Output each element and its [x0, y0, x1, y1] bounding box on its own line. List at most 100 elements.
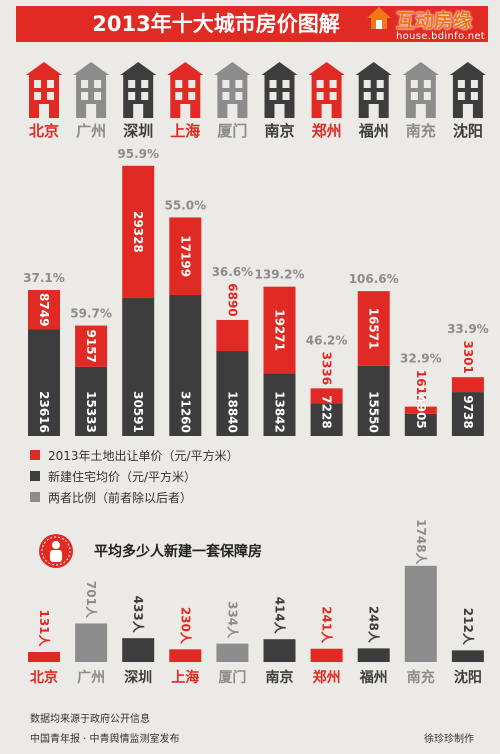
house-window [376, 92, 384, 100]
house-window [94, 80, 102, 88]
house-window [282, 92, 290, 100]
land-price-label: 8749 [37, 293, 51, 326]
stacked-bar-chart: 8749 23616 37.1% 9157 15333 59.7% 29328 30591 95… [23, 147, 489, 436]
bar-house-price [28, 329, 60, 436]
bar-land-price [310, 388, 343, 404]
housing-city-label: 沈阳 [454, 669, 482, 686]
housing-city-label: 福州 [359, 669, 388, 686]
house-door [415, 104, 426, 118]
source-note: 数据均来源于政府公开信息 [30, 712, 150, 725]
city-label: 北京 [29, 122, 59, 140]
bar-house-price [451, 392, 484, 436]
house-window [175, 92, 183, 100]
housing-bar [122, 638, 155, 662]
house-window [141, 92, 149, 100]
land-price-label: 3301 [461, 340, 475, 373]
title-banner [16, 6, 488, 42]
house-window [457, 80, 465, 88]
house-window [316, 80, 324, 88]
legend-label: 新建住宅均价（元/平方米） [48, 469, 196, 484]
legend: 2013年土地出让单价（元/平方米） 新建住宅均价（元/平方米） 两者比例（前者除以… [30, 448, 239, 505]
house-window [81, 80, 89, 88]
house-window [128, 80, 136, 88]
housing-value-label: 1748人 [414, 519, 429, 565]
house-door [462, 104, 473, 118]
house-window [423, 80, 431, 88]
city-label: 上海 [170, 122, 200, 140]
house-roof [308, 62, 345, 75]
bar-land-price [404, 406, 437, 414]
housing-bar [310, 648, 343, 662]
housing-city-label: 厦门 [218, 669, 246, 686]
housing-bar [216, 643, 249, 662]
house-window [423, 92, 431, 100]
housing-bar [169, 649, 202, 662]
logo-house-icon [367, 7, 391, 29]
housing-value-label: 334人 [225, 601, 240, 639]
house-price-label: 15333 [84, 391, 98, 433]
bar-house-price [122, 298, 155, 436]
housing-city-label: 上海 [171, 669, 199, 686]
housing-city-label: 南京 [266, 669, 294, 686]
house-window [316, 92, 324, 100]
house-door [321, 104, 332, 118]
house-door [39, 104, 49, 118]
site-logo[interactable]: 互动房缘 house.bdinfo.net [362, 2, 498, 48]
house-window [410, 80, 418, 88]
house-window [222, 80, 230, 88]
house-window [188, 92, 196, 100]
ratio-label: 106.6% [349, 272, 399, 286]
bar-land-price [357, 291, 390, 366]
house-icon [261, 62, 298, 118]
house-window [235, 80, 243, 88]
logo-text: 互动房缘 [396, 10, 473, 32]
housing-value-label: 230人 [178, 607, 193, 645]
city-label: 福州 [358, 122, 389, 140]
house-icon [120, 62, 157, 118]
land-price-label: 29328 [131, 211, 145, 253]
legend-swatch [30, 450, 40, 460]
bar-land-price [28, 290, 60, 330]
ratio-label: 36.6% [212, 265, 254, 279]
house-window [269, 80, 277, 88]
house-icon [402, 62, 439, 118]
house-window [363, 92, 371, 100]
icon-head [52, 541, 60, 549]
house-icon [26, 62, 62, 118]
bar-house-price [75, 366, 108, 436]
house-window [47, 92, 54, 100]
housing-bar [75, 623, 108, 662]
ratio-label: 37.1% [23, 271, 65, 285]
ratio-label: 46.2% [306, 333, 348, 347]
house-icon [167, 62, 204, 118]
house-roof [26, 62, 62, 75]
ratio-label: 33.9% [447, 322, 489, 336]
housing-value-label: 701人 [84, 581, 99, 619]
house-roof [449, 62, 486, 75]
publisher-note: 中国青年报 · 中青舆情监测室发布 [30, 732, 180, 745]
ratio-label: 55.0% [164, 198, 206, 212]
house-window [282, 80, 290, 88]
legend-label: 两者比例（前者除以后者） [48, 490, 192, 505]
housing-city-label: 郑州 [313, 669, 341, 686]
house-price-label: 23616 [37, 391, 51, 433]
house-door [274, 104, 285, 118]
house-icon-row: 北京 广州 深圳 上海 厦门 南京 郑州 福州 南充 沈阳 [26, 62, 486, 140]
bar-land-price [216, 319, 249, 352]
house-roof [402, 62, 439, 75]
city-label: 郑州 [312, 122, 342, 140]
bar-land-price [122, 165, 155, 299]
city-label: 南京 [264, 122, 294, 140]
house-roof [214, 62, 251, 75]
housing-value-label: 212人 [461, 608, 476, 646]
legend-swatch [30, 492, 40, 502]
legend-swatch [30, 471, 40, 481]
author-note: 徐珍珍制作 [424, 732, 474, 745]
house-icon [214, 62, 251, 118]
house-window [269, 92, 277, 100]
housing-value-label: 248人 [367, 606, 382, 644]
house-window [81, 92, 89, 100]
house-window [470, 92, 478, 100]
